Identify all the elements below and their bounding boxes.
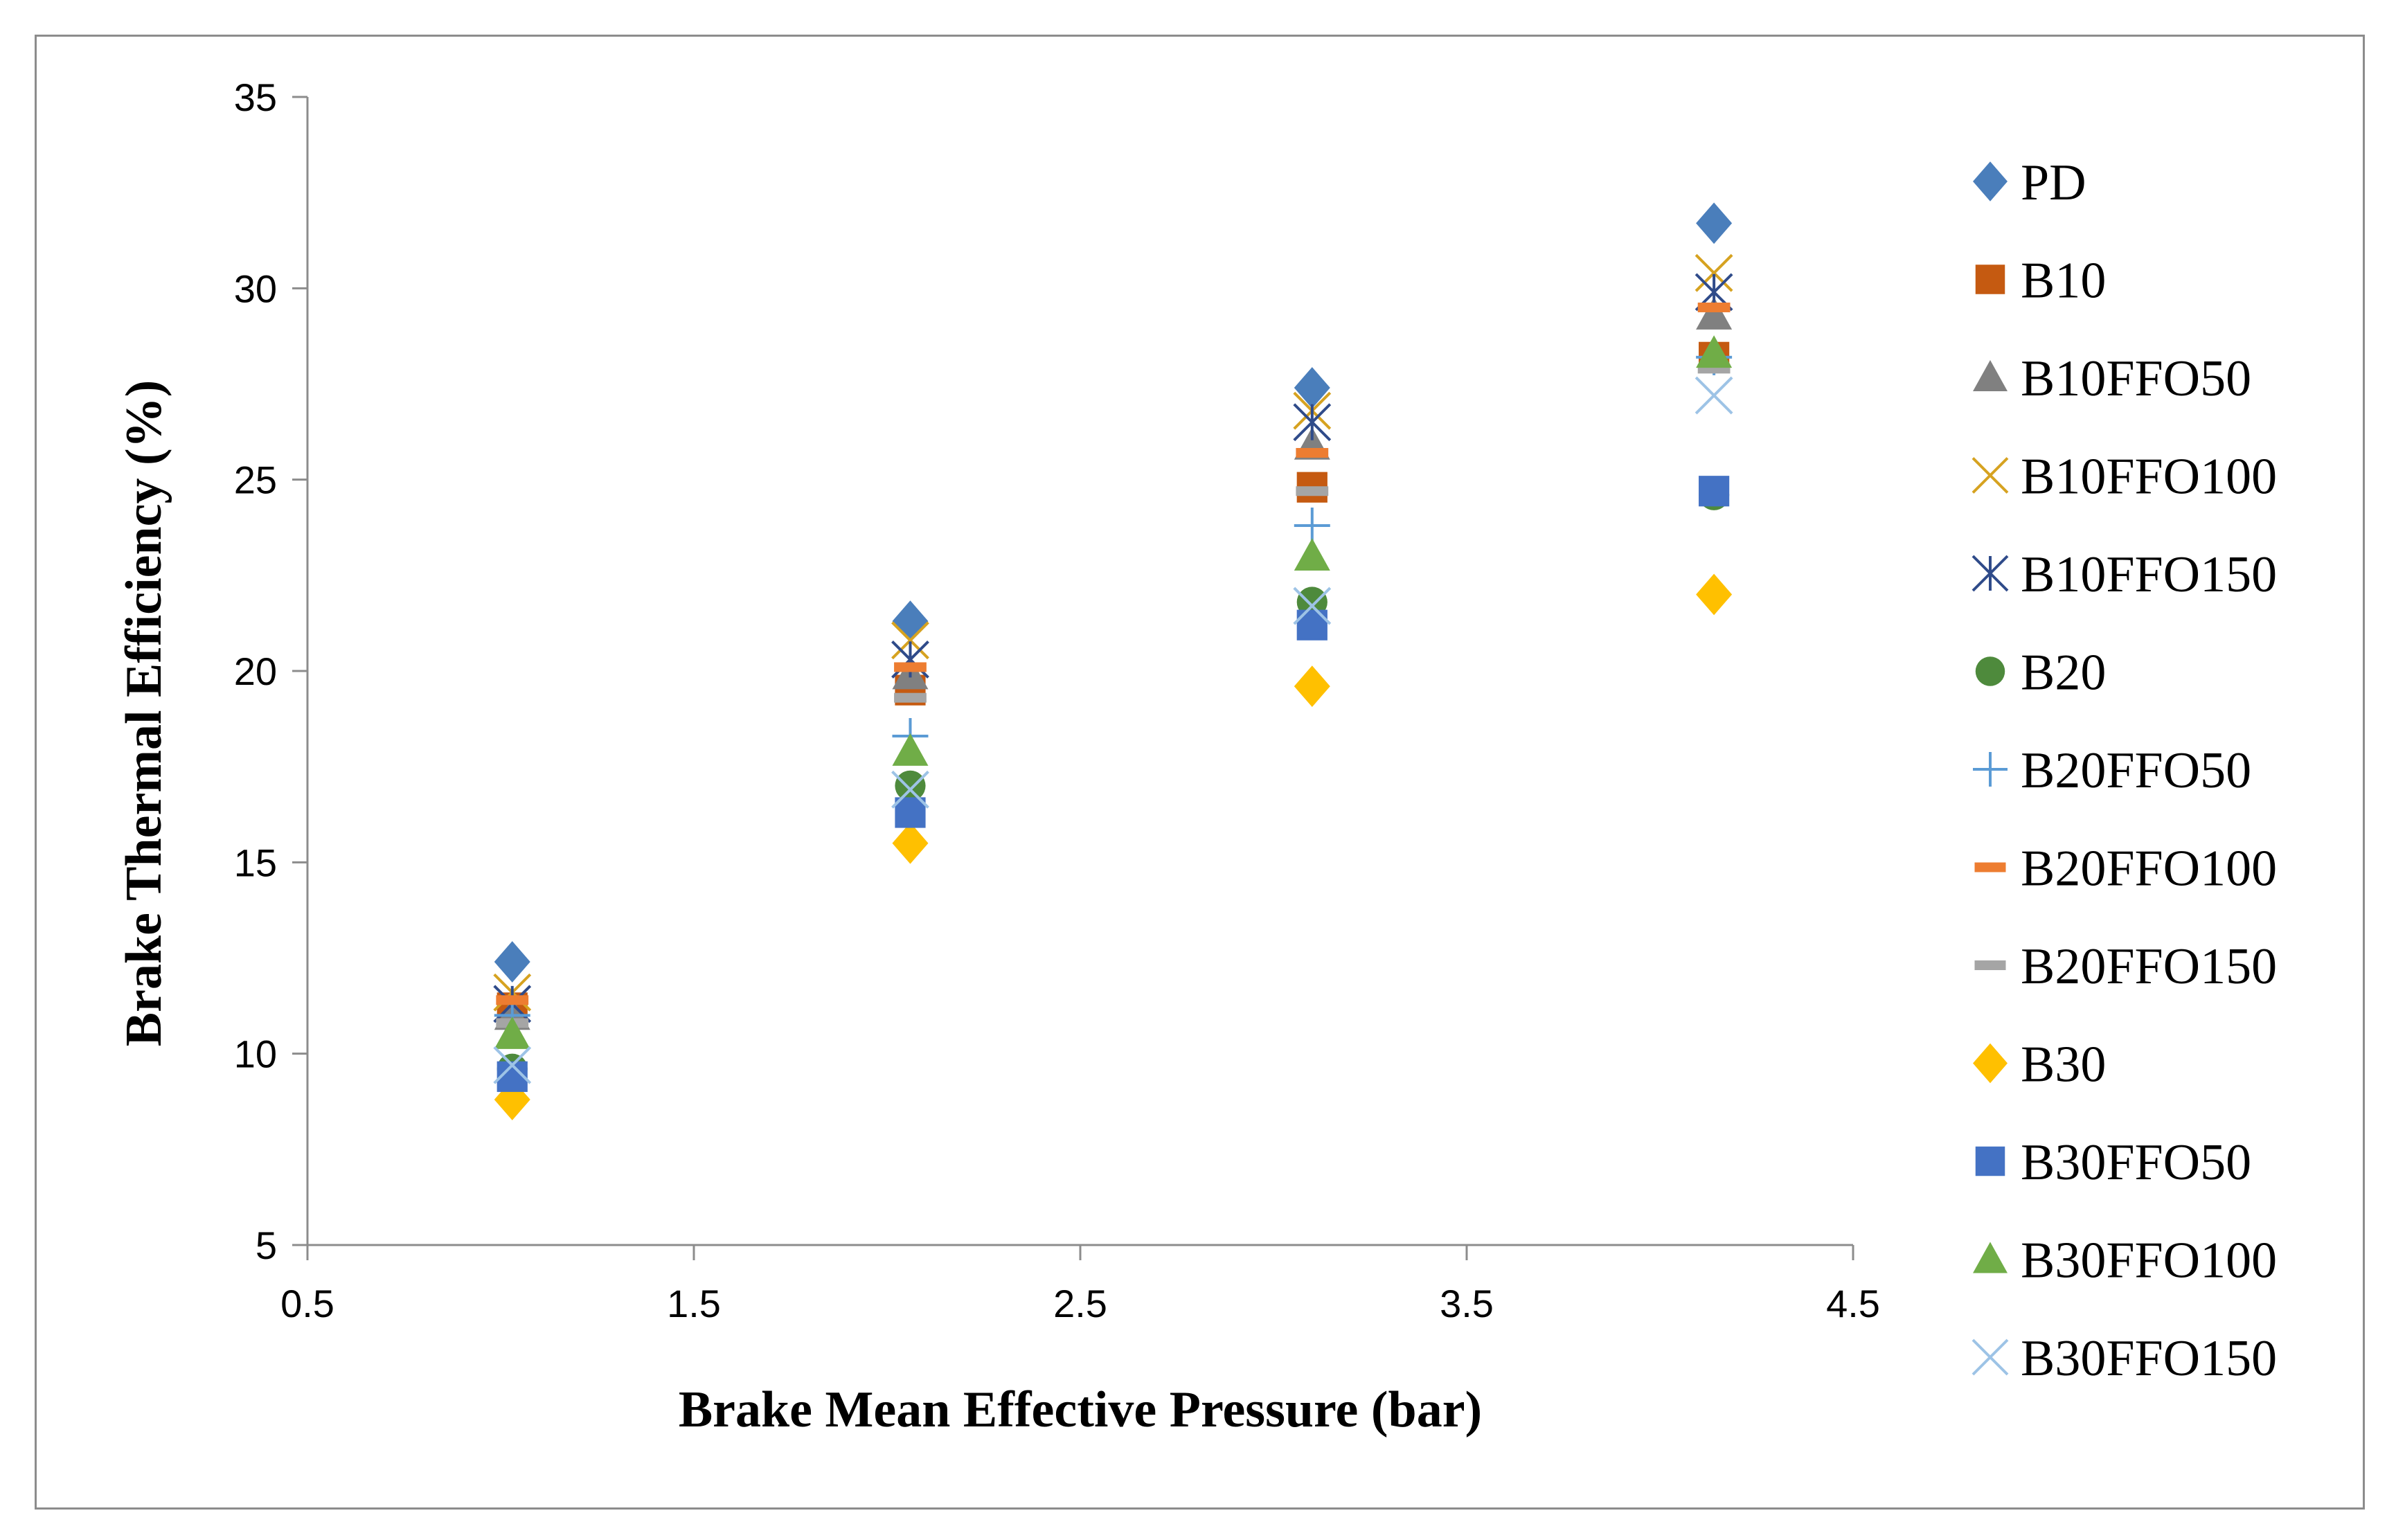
point-b30ffo150 xyxy=(1695,376,1733,415)
x-tick-label: 1.5 xyxy=(667,1282,721,1325)
legend-label: B30FFO100 xyxy=(2021,1233,2277,1289)
y-tick-label: 30 xyxy=(234,267,277,310)
axes: 5 10 15 20 25 30 35 0.5 1.5 2.5 3.5 4.5 xyxy=(234,75,1880,1325)
legend-marker-b30ffo100 xyxy=(1973,1242,2008,1273)
x-tick-label: 3.5 xyxy=(1440,1282,1494,1325)
point-b30ffo100 xyxy=(1294,538,1330,571)
point-b20ffo50 xyxy=(1294,507,1330,544)
point-pd xyxy=(1696,202,1733,244)
legend-marker-b30ffo150 xyxy=(1972,1338,2009,1376)
point-b30ffo100 xyxy=(1696,335,1733,368)
legend-marker-b20ffo50 xyxy=(1973,752,2008,787)
y-axis-title: Brake Thermal Efficiency (%) xyxy=(116,380,172,1047)
legend-marker-b10ffo150 xyxy=(1972,555,2009,592)
legend-label: B30FFO50 xyxy=(2021,1134,2251,1191)
point-b10ffo50 xyxy=(1696,297,1733,330)
legend-marker-b20ffo100 xyxy=(1974,862,2006,872)
legend-marker-b20 xyxy=(1975,656,2005,686)
point-b20ffo150 xyxy=(1296,486,1329,496)
point-b30 xyxy=(494,1079,530,1120)
point-b30 xyxy=(1294,665,1330,708)
y-tick-label: 15 xyxy=(234,841,277,884)
point-b10ffo100 xyxy=(891,621,929,660)
legend-marker-b30 xyxy=(1973,1043,2008,1084)
legend-label: B10FFO150 xyxy=(2021,546,2277,603)
legend-label: B20FFO50 xyxy=(2021,742,2251,799)
y-tick-label: 25 xyxy=(234,458,277,502)
y-tick-label: 35 xyxy=(234,75,277,119)
point-b30ffo150 xyxy=(493,1046,532,1084)
point-b30ffo100 xyxy=(494,1017,530,1049)
x-tick-label: 0.5 xyxy=(280,1282,334,1325)
y-tick-label: 20 xyxy=(234,650,277,693)
data-points xyxy=(493,202,1733,1120)
legend-marker-b20ffo150 xyxy=(1974,960,2006,970)
legend-marker-pd xyxy=(1973,161,2008,202)
point-pd xyxy=(494,941,530,983)
x-tick-label: 2.5 xyxy=(1053,1282,1107,1325)
legend-label: B20FFO150 xyxy=(2021,938,2277,995)
point-pd xyxy=(1294,367,1330,409)
point-b10ffo150 xyxy=(1293,403,1332,442)
point-b30ffo50 xyxy=(1296,609,1327,641)
point-b30 xyxy=(1696,573,1733,616)
legend-label: B10FFO100 xyxy=(2021,449,2277,505)
point-b20 xyxy=(895,770,926,801)
point-b10ffo100 xyxy=(1695,253,1733,292)
point-b30ffo50 xyxy=(895,797,926,828)
point-b10ffo150 xyxy=(891,641,929,679)
legend-label: B10 xyxy=(2021,253,2106,310)
point-b30ffo100 xyxy=(892,733,929,766)
x-axis-title: Brake Mean Effective Pressure (bar) xyxy=(679,1381,1482,1438)
point-b20ffo150 xyxy=(894,692,927,703)
y-tick-label: 10 xyxy=(234,1032,277,1076)
legend-label: B20FFO100 xyxy=(2021,841,2277,897)
point-b20ffo100 xyxy=(496,995,529,1005)
legend: PD B10 B10FFO50 B10FFO100 B10FFO150 B20 B20FFO… xyxy=(1972,154,2277,1387)
legend-label: B20 xyxy=(2021,645,2106,701)
legend-marker-b10ffo50 xyxy=(1973,360,2008,391)
point-pd xyxy=(892,600,929,643)
point-b30ffo150 xyxy=(891,770,929,809)
point-b20ffo100 xyxy=(1296,447,1329,458)
legend-marker-b30ffo50 xyxy=(1975,1146,2005,1176)
point-b20ffo100 xyxy=(1697,302,1731,312)
legend-label: B10FFO50 xyxy=(2021,350,2251,407)
x-tick-label: 4.5 xyxy=(1826,1282,1880,1325)
legend-marker-b10 xyxy=(1975,265,2005,294)
point-b30ffo50 xyxy=(1699,476,1730,507)
y-tick-label: 5 xyxy=(256,1224,277,1267)
legend-marker-b10ffo100 xyxy=(1972,457,2009,494)
point-b20ffo100 xyxy=(894,662,927,672)
legend-label: PD xyxy=(2021,154,2086,211)
point-b20 xyxy=(1296,587,1327,618)
point-b30ffo150 xyxy=(1293,587,1332,625)
point-b30 xyxy=(892,822,929,864)
legend-label: B30 xyxy=(2021,1037,2106,1093)
legend-label: B30FFO150 xyxy=(2021,1330,2277,1387)
